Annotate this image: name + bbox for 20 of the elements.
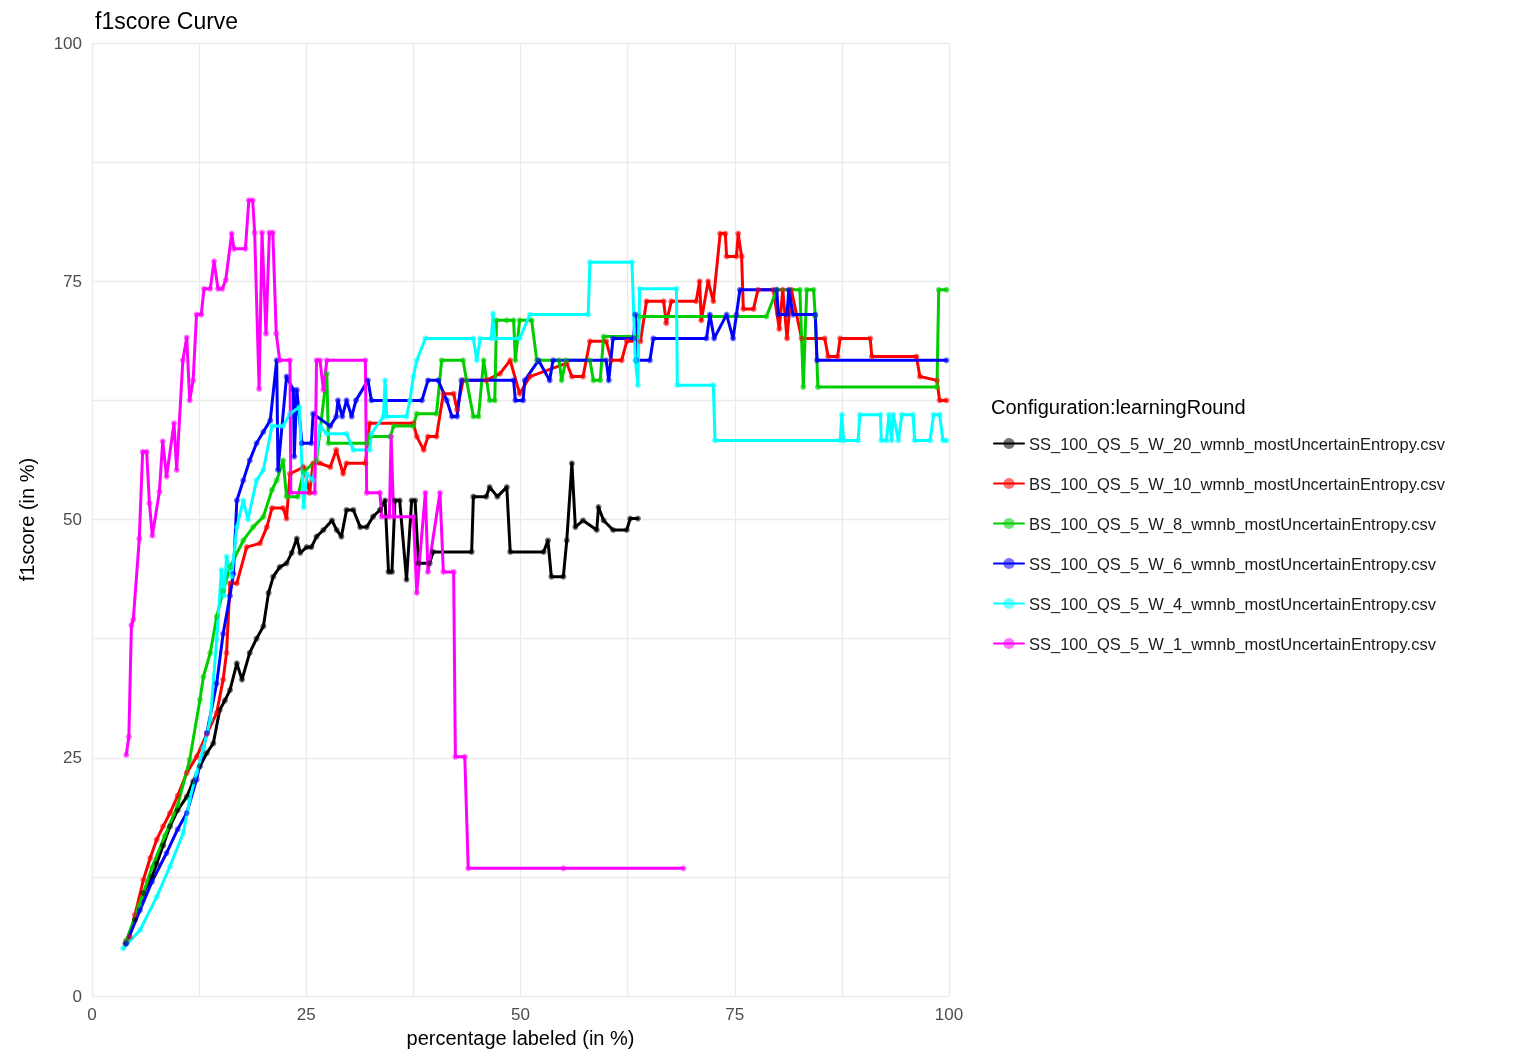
legend-label: SS_100_QS_5_W_20_wmnb_mostUncertainEntropy.csv: [1029, 434, 1446, 454]
legend-label: BS_100_QS_5_W_10_wmnb_mostUncertainEntropy.csv: [1029, 474, 1446, 494]
chart-title: f1score Curve: [95, 7, 239, 34]
legend-label: BS_100_QS_5_W_8_wmnb_mostUncertainEntropy.csv: [1029, 514, 1437, 534]
x-tick-label: 25: [296, 1005, 316, 1024]
x-tick-label: 100: [934, 1005, 964, 1024]
x-axis-title: percentage labeled (in %): [406, 1027, 635, 1049]
y-tick-label: 50: [63, 510, 82, 529]
x-tick-label: 0: [87, 1005, 97, 1024]
legend-title: Configuration:learningRound: [991, 396, 1246, 418]
y-tick-label: 0: [72, 986, 82, 1006]
y-tick-label: 100: [53, 33, 82, 53]
x-tick-label: 75: [725, 1005, 745, 1024]
legend-label: SS_100_QS_5_W_4_wmnb_mostUncertainEntropy.csv: [1029, 594, 1437, 614]
y-tick-label: 25: [63, 748, 82, 768]
legend-label: SS_100_QS_5_W_6_wmnb_mostUncertainEntropy.csv: [1029, 554, 1437, 574]
legend-label: SS_100_QS_5_W_1_wmnb_mostUncertainEntropy.csv: [1029, 634, 1437, 654]
x-tick-label: 50: [511, 1005, 530, 1024]
y-axis-title: f1score (in %): [16, 457, 38, 582]
y-tick-label: 75: [63, 271, 82, 291]
